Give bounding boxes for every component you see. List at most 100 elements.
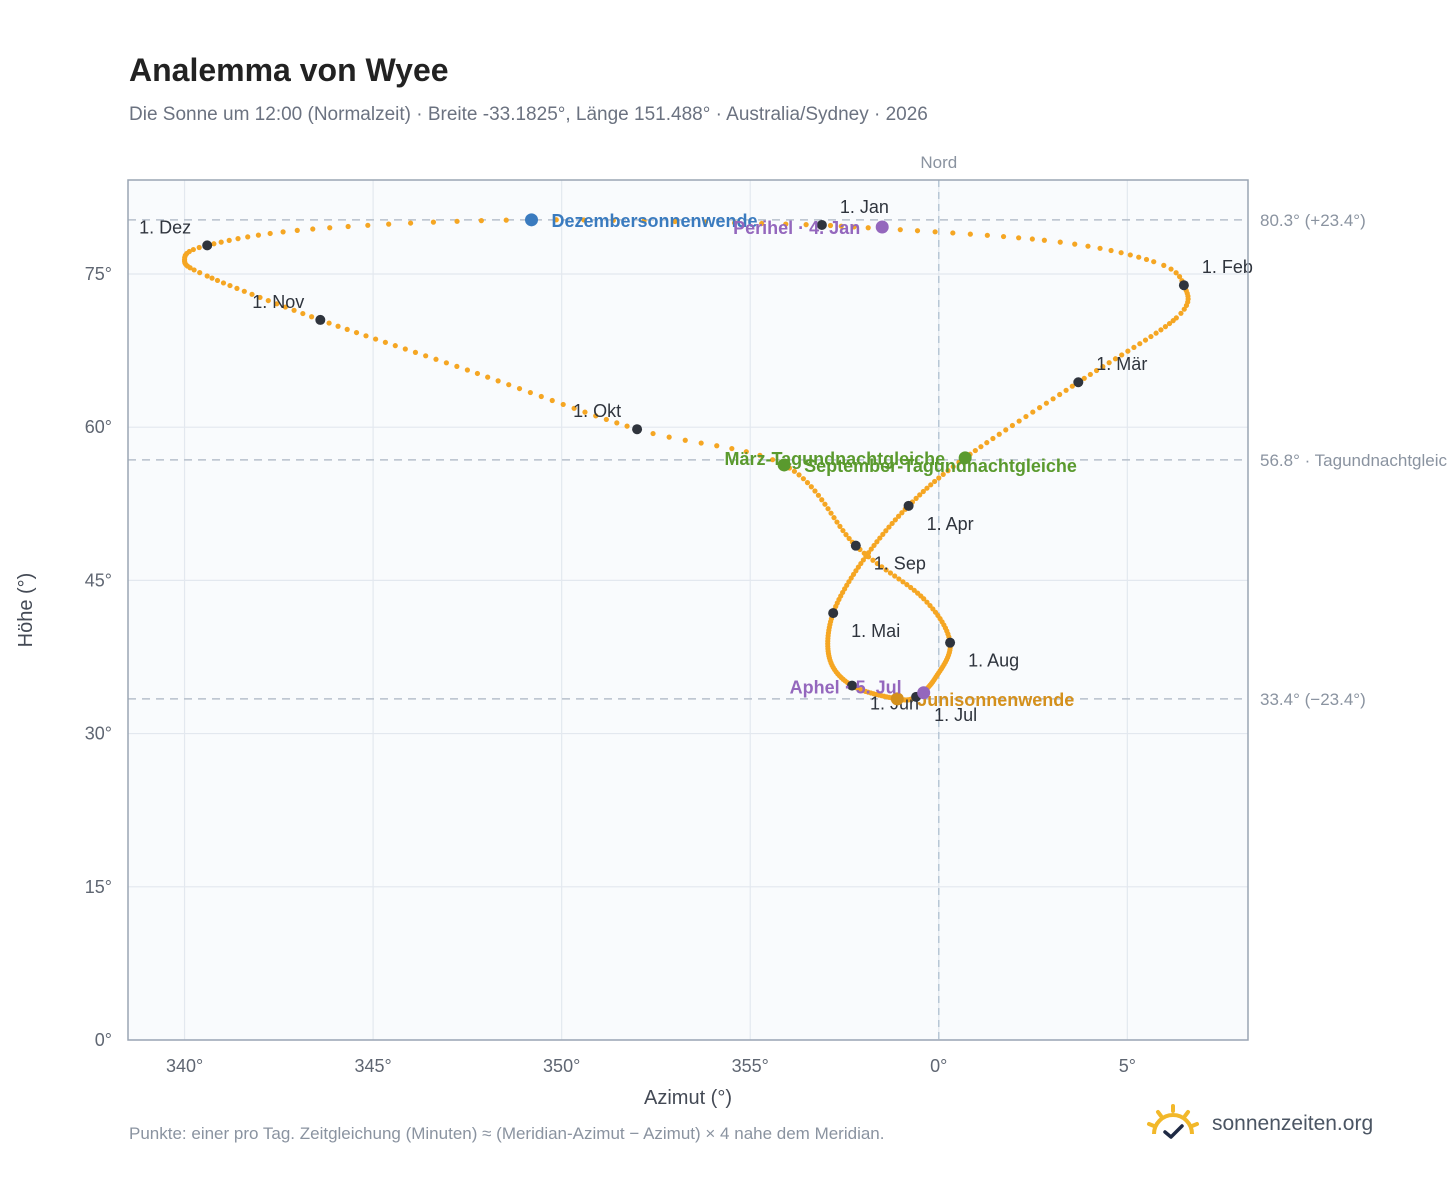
footnote: Punkte: einer pro Tag. Zeitgleichung (Mi… xyxy=(129,1124,885,1143)
brand-logo[interactable]: sonnenzeiten.org xyxy=(1146,1102,1373,1146)
day-point xyxy=(430,219,437,225)
month-label: 1. Apr xyxy=(927,514,974,534)
day-point xyxy=(1057,391,1063,398)
sun-logo-icon xyxy=(1147,1104,1199,1139)
day-point xyxy=(454,218,460,224)
day-point xyxy=(571,405,577,411)
day-point xyxy=(967,231,973,237)
day-point xyxy=(827,222,834,229)
day-point xyxy=(478,218,484,224)
day-point xyxy=(896,576,902,582)
day-point xyxy=(932,229,938,235)
day-point xyxy=(196,244,202,251)
day-point xyxy=(840,527,846,534)
day-point xyxy=(382,339,388,345)
day-point xyxy=(812,488,818,494)
day-point xyxy=(265,297,271,304)
day-point xyxy=(1125,348,1131,354)
day-point xyxy=(407,220,414,226)
day-point xyxy=(825,506,831,512)
axis-ticks: 340° 345° 350° 355° 0° 5° 0° 15° 30° 45° 60° 75° xyxy=(85,264,1136,1076)
day-point xyxy=(641,218,647,224)
day-point xyxy=(1009,422,1016,429)
day-point xyxy=(335,323,341,329)
day-point xyxy=(1148,333,1154,340)
day-point xyxy=(899,510,905,516)
day-point xyxy=(209,275,215,281)
day-point xyxy=(527,389,533,396)
day-point xyxy=(190,246,196,253)
day-point xyxy=(1016,235,1022,241)
day-point xyxy=(1173,270,1179,276)
day-point xyxy=(865,554,872,560)
event-marker xyxy=(875,220,889,234)
day-point xyxy=(282,304,288,310)
month-label: 1. Mai xyxy=(851,621,900,641)
day-point xyxy=(831,515,837,521)
day-point xyxy=(868,546,874,552)
day-point xyxy=(373,336,379,342)
day-point xyxy=(870,557,876,563)
day-point xyxy=(883,567,889,573)
day-point xyxy=(940,471,946,478)
day-point xyxy=(920,488,926,495)
month-marker xyxy=(632,424,643,435)
day-point xyxy=(204,273,210,279)
day-point xyxy=(1108,247,1114,254)
day-point xyxy=(1016,418,1022,424)
day-point xyxy=(791,468,797,474)
month-marker xyxy=(847,680,858,691)
day-point xyxy=(363,333,369,339)
day-point xyxy=(1057,239,1063,245)
month-marker xyxy=(828,608,839,619)
y-axis-title: Höhe (°) xyxy=(15,573,37,648)
day-point xyxy=(729,445,735,452)
day-point xyxy=(345,223,351,230)
day-point xyxy=(1161,262,1167,269)
day-point xyxy=(672,218,678,225)
month-label: 1. Dez xyxy=(139,217,191,237)
reference-line-label: 33.4° (−23.4°) xyxy=(1260,690,1366,709)
month-marker xyxy=(315,314,326,325)
day-point xyxy=(274,301,280,307)
day-point xyxy=(1000,233,1007,240)
day-point xyxy=(624,423,630,429)
day-point xyxy=(327,225,333,231)
day-point xyxy=(365,222,371,228)
day-point xyxy=(732,220,738,226)
day-point xyxy=(917,492,923,498)
brand-name: sonnenzeiten.org xyxy=(1212,1112,1374,1135)
day-point xyxy=(553,217,559,223)
day-point xyxy=(759,220,765,227)
day-point xyxy=(291,307,297,313)
day-point xyxy=(280,229,286,235)
day-point xyxy=(245,234,251,240)
event-label: Dezembersonnenwende xyxy=(552,211,758,231)
day-point xyxy=(603,416,609,423)
day-point xyxy=(880,531,886,538)
y-tick-label: 30° xyxy=(85,724,112,744)
day-point xyxy=(865,550,872,556)
day-point xyxy=(904,582,910,588)
day-point xyxy=(1166,320,1173,327)
event-marker xyxy=(890,692,904,706)
day-point xyxy=(1081,375,1087,381)
day-point xyxy=(506,382,512,388)
day-point xyxy=(309,314,315,320)
event-label: Junisonnenwende xyxy=(917,690,1074,710)
day-point xyxy=(837,523,843,529)
day-point xyxy=(928,482,934,488)
meridian-label: Nord xyxy=(920,153,957,172)
plot-frame xyxy=(127,179,1249,1041)
day-point xyxy=(464,367,470,373)
day-point xyxy=(892,573,898,579)
day-point xyxy=(503,217,509,223)
day-point xyxy=(191,267,197,273)
day-point xyxy=(353,329,360,336)
day-point xyxy=(1131,344,1137,350)
day-point xyxy=(1043,400,1049,406)
day-point xyxy=(214,277,221,284)
day-point xyxy=(702,219,709,225)
